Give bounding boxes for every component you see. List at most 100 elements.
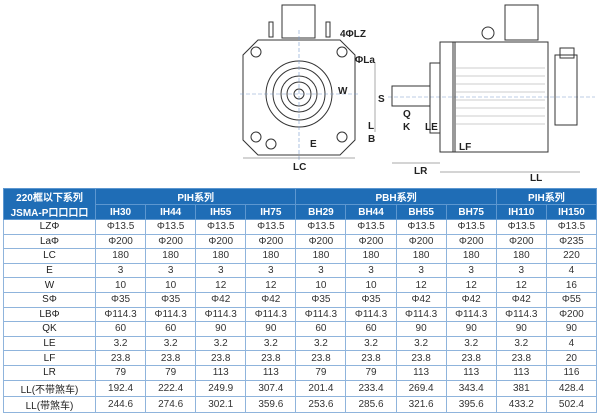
side-view	[391, 4, 578, 153]
label-le: LE	[425, 122, 438, 133]
table-cell: 180	[495, 248, 547, 264]
row-label: QK	[3, 321, 96, 337]
row-label: W	[3, 277, 96, 293]
table-cell: Φ200	[245, 233, 297, 250]
group-header-row: 220框以下系列 JSMA-P口口口口 PIH系列 PBH系列 PIH系列	[3, 188, 598, 220]
table-cell: Φ114.3	[345, 306, 397, 323]
model-header: IH30	[94, 204, 147, 220]
label-b: B	[368, 134, 375, 145]
table-cell: 79	[94, 364, 147, 381]
table-cell: Φ55	[545, 291, 598, 308]
table-cell: 23.8	[445, 350, 497, 366]
table-cell: Φ13.5	[345, 219, 397, 235]
table-cell: 244.6	[94, 395, 147, 413]
table-cell: Φ235	[545, 233, 598, 250]
table-cell: 23.8	[295, 350, 347, 366]
table-cell: Φ13.5	[195, 219, 247, 235]
table-cell: 3	[395, 262, 447, 279]
table-cell: 10	[94, 277, 147, 293]
table-cell: 113	[445, 364, 497, 381]
table-cell: 3	[295, 262, 347, 279]
table-cell: 90	[195, 321, 247, 337]
table-cell: 502.4	[545, 395, 598, 413]
dimension-table: 220框以下系列 JSMA-P口口口口 PIH系列 PBH系列 PIH系列 IH3…	[3, 188, 598, 413]
table-row: LL(带煞车) 244.6 274.6 302.1 359.6 253.6 285.6 321…	[3, 395, 598, 413]
table-cell: Φ114.3	[445, 306, 497, 323]
row-label: LR	[3, 364, 96, 381]
table-cell: 60	[94, 321, 147, 337]
table-cell: 3	[345, 262, 397, 279]
table-cell: 60	[145, 321, 197, 337]
table-cell: 201.4	[295, 379, 347, 397]
model-header: IH110	[495, 204, 547, 220]
table-row: LBΦ Φ114.3 Φ114.3 Φ114.3 Φ114.3 Φ114.3 Φ114.3 Φ…	[3, 306, 598, 323]
table-cell: 3	[94, 262, 147, 279]
table-cell: 302.1	[195, 395, 247, 413]
table-cell: Φ13.5	[94, 219, 147, 235]
table-cell: 3	[145, 262, 197, 279]
table-cell: 180	[395, 248, 447, 264]
table-cell: 116	[545, 364, 598, 381]
model-header: IH75	[245, 204, 297, 220]
table-cell: 10	[145, 277, 197, 293]
table-cell: 4	[545, 335, 598, 352]
table-cell: 79	[345, 364, 397, 381]
table-cell: 249.9	[195, 379, 247, 397]
table-cell: Φ13.5	[145, 219, 197, 235]
table-row: SΦ Φ35 Φ35 Φ42 Φ42 Φ35 Φ35 Φ42 Φ42 Φ42 Φ55	[3, 291, 598, 308]
row-label: LBΦ	[3, 306, 96, 323]
row-label: LL(带煞车)	[3, 395, 96, 413]
table-cell: Φ114.3	[495, 306, 547, 323]
table-cell: 180	[445, 248, 497, 264]
table-cell: 3	[245, 262, 297, 279]
table-row: LF 23.8 23.8 23.8 23.8 23.8 23.8 23.8 23.8 23.8 20	[3, 350, 598, 366]
table-cell: 23.8	[395, 350, 447, 366]
table-cell: 3.2	[495, 335, 547, 352]
label-q: Q	[403, 109, 411, 120]
label-lr: LR	[414, 166, 428, 177]
table-cell: Φ35	[345, 291, 397, 308]
label-l: L	[368, 121, 374, 132]
table-row: LaΦ Φ200 Φ200 Φ200 Φ200 Φ200 Φ200 Φ200 Φ200 Φ200 Φ…	[3, 233, 598, 250]
table-cell: Φ200	[145, 233, 197, 250]
table-cell: 269.4	[395, 379, 447, 397]
table-cell: 253.6	[295, 395, 347, 413]
table-cell: 90	[445, 321, 497, 337]
table-cell: 3	[495, 262, 547, 279]
table-cell: Φ35	[145, 291, 197, 308]
table-cell: 23.8	[345, 350, 397, 366]
label-lf: LF	[459, 142, 471, 153]
table-cell: 23.8	[495, 350, 547, 366]
table-cell: Φ13.5	[495, 219, 547, 235]
table-cell: 12	[195, 277, 247, 293]
table-cell: 222.4	[145, 379, 197, 397]
table-cell: 180	[245, 248, 297, 264]
label-la: ΦLa	[355, 55, 375, 66]
table-cell: Φ13.5	[245, 219, 297, 235]
table-cell: 285.6	[345, 395, 397, 413]
table-cell: Φ13.5	[445, 219, 497, 235]
table-cell: Φ200	[94, 233, 147, 250]
table-cell: Φ13.5	[545, 219, 598, 235]
label-s: S	[378, 94, 385, 105]
corner-header: 220框以下系列 JSMA-P口口口口	[3, 188, 96, 220]
table-cell: 180	[295, 248, 347, 264]
table-cell: Φ114.3	[195, 306, 247, 323]
table-cell: 60	[345, 321, 397, 337]
table-cell: 23.8	[145, 350, 197, 366]
motor-dimension-drawing: 4ΦLZ ΦLa W E LC S Q K L B LE LF LR LL	[240, 4, 595, 184]
table-cell: 180	[195, 248, 247, 264]
table-cell: 274.6	[145, 395, 197, 413]
table-cell: 113	[245, 364, 297, 381]
table-cell: 12	[245, 277, 297, 293]
table-cell: Φ200	[195, 233, 247, 250]
table-cell: 359.6	[245, 395, 297, 413]
table-cell: Φ35	[94, 291, 147, 308]
table-cell: Φ13.5	[295, 219, 347, 235]
table-cell: 90	[395, 321, 447, 337]
table-cell: 180	[345, 248, 397, 264]
table-cell: 79	[145, 364, 197, 381]
group-header: PIH系列	[94, 188, 297, 205]
table-cell: Φ200	[445, 233, 497, 250]
